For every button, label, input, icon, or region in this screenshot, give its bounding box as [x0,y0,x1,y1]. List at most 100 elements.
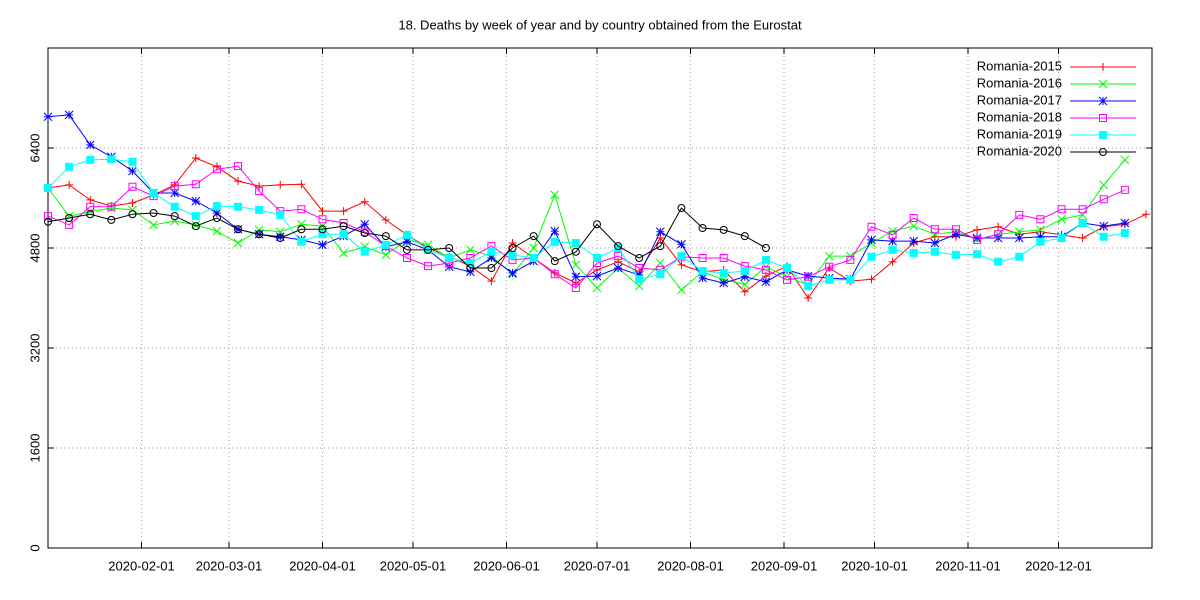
point [360,247,369,256]
point [867,252,876,261]
x-tick-label: 2020-10-01 [841,558,908,573]
point [275,232,285,242]
point [360,229,369,237]
point [297,237,306,246]
point [466,264,475,272]
point [1099,232,1108,241]
point [994,222,1003,231]
point [973,250,982,259]
point [761,255,770,264]
point [529,254,538,262]
point [571,239,580,247]
point [698,224,707,232]
point [234,202,243,211]
point [909,221,919,231]
point [255,205,264,214]
point [867,222,876,231]
point [761,265,770,274]
point [719,278,729,288]
point [465,245,475,255]
point [128,182,137,191]
point [825,262,834,271]
series-line [47,165,1126,289]
point [170,182,179,191]
x-tick-label: 2020-12-01 [1025,558,1092,573]
point [846,275,855,284]
point [1078,205,1087,214]
point [740,272,750,282]
point [909,236,919,246]
point [318,230,327,239]
point [1057,205,1066,214]
point [508,239,517,247]
point [972,233,982,243]
y-tick-label: 0 [27,544,42,551]
point [1120,155,1130,165]
point [318,225,327,234]
point [86,155,95,164]
point [867,235,876,245]
point [656,270,665,279]
point [550,270,559,279]
point [1057,234,1066,242]
x-tick-label: 2020-09-01 [751,558,818,573]
point [44,184,52,192]
legend-marker [1099,131,1107,139]
legend-marker [1099,114,1107,122]
point [86,210,95,219]
point [973,225,982,234]
point [951,250,960,259]
x-tick-label: 2020-07-01 [564,558,631,573]
x-tick-label: 2020-03-01 [196,558,263,573]
point [402,245,411,254]
x-tick-label: 2020-05-01 [380,558,447,573]
legend-marker [1099,148,1107,156]
point [339,207,348,216]
point [65,214,74,222]
point [276,234,285,242]
point [191,154,200,162]
legend-label: Romania-2020 [977,143,1062,158]
point [170,188,180,198]
point [508,244,517,252]
point [445,244,454,252]
point [867,275,876,284]
point [255,182,264,191]
legend-marker [1098,96,1108,106]
point [339,230,348,239]
point [740,232,749,241]
point [550,257,559,266]
point [930,247,939,256]
point [1120,218,1130,228]
point [1057,214,1066,224]
point [930,238,940,248]
x-tick-label: 2020-08-01 [657,558,724,573]
point [86,195,95,204]
point [44,217,52,226]
series-line [47,207,767,269]
point [888,230,897,239]
point [783,264,792,272]
point [909,249,918,257]
point [44,212,52,221]
x-tick-label: 2020-02-01 [108,558,175,573]
point [550,190,560,200]
point [1078,219,1087,227]
point [909,214,918,222]
point [402,254,411,262]
point [1036,237,1045,246]
x-tick-label: 2020-04-01 [289,558,356,573]
point [571,272,581,282]
point [677,239,686,249]
point [656,242,665,251]
point [951,225,960,234]
point [149,209,158,217]
x-tick-label: 2020-06-01 [473,558,540,573]
point [1014,233,1024,243]
point [761,277,771,287]
point [592,271,602,281]
point [1036,232,1045,242]
point [825,275,834,284]
point [994,257,1003,266]
